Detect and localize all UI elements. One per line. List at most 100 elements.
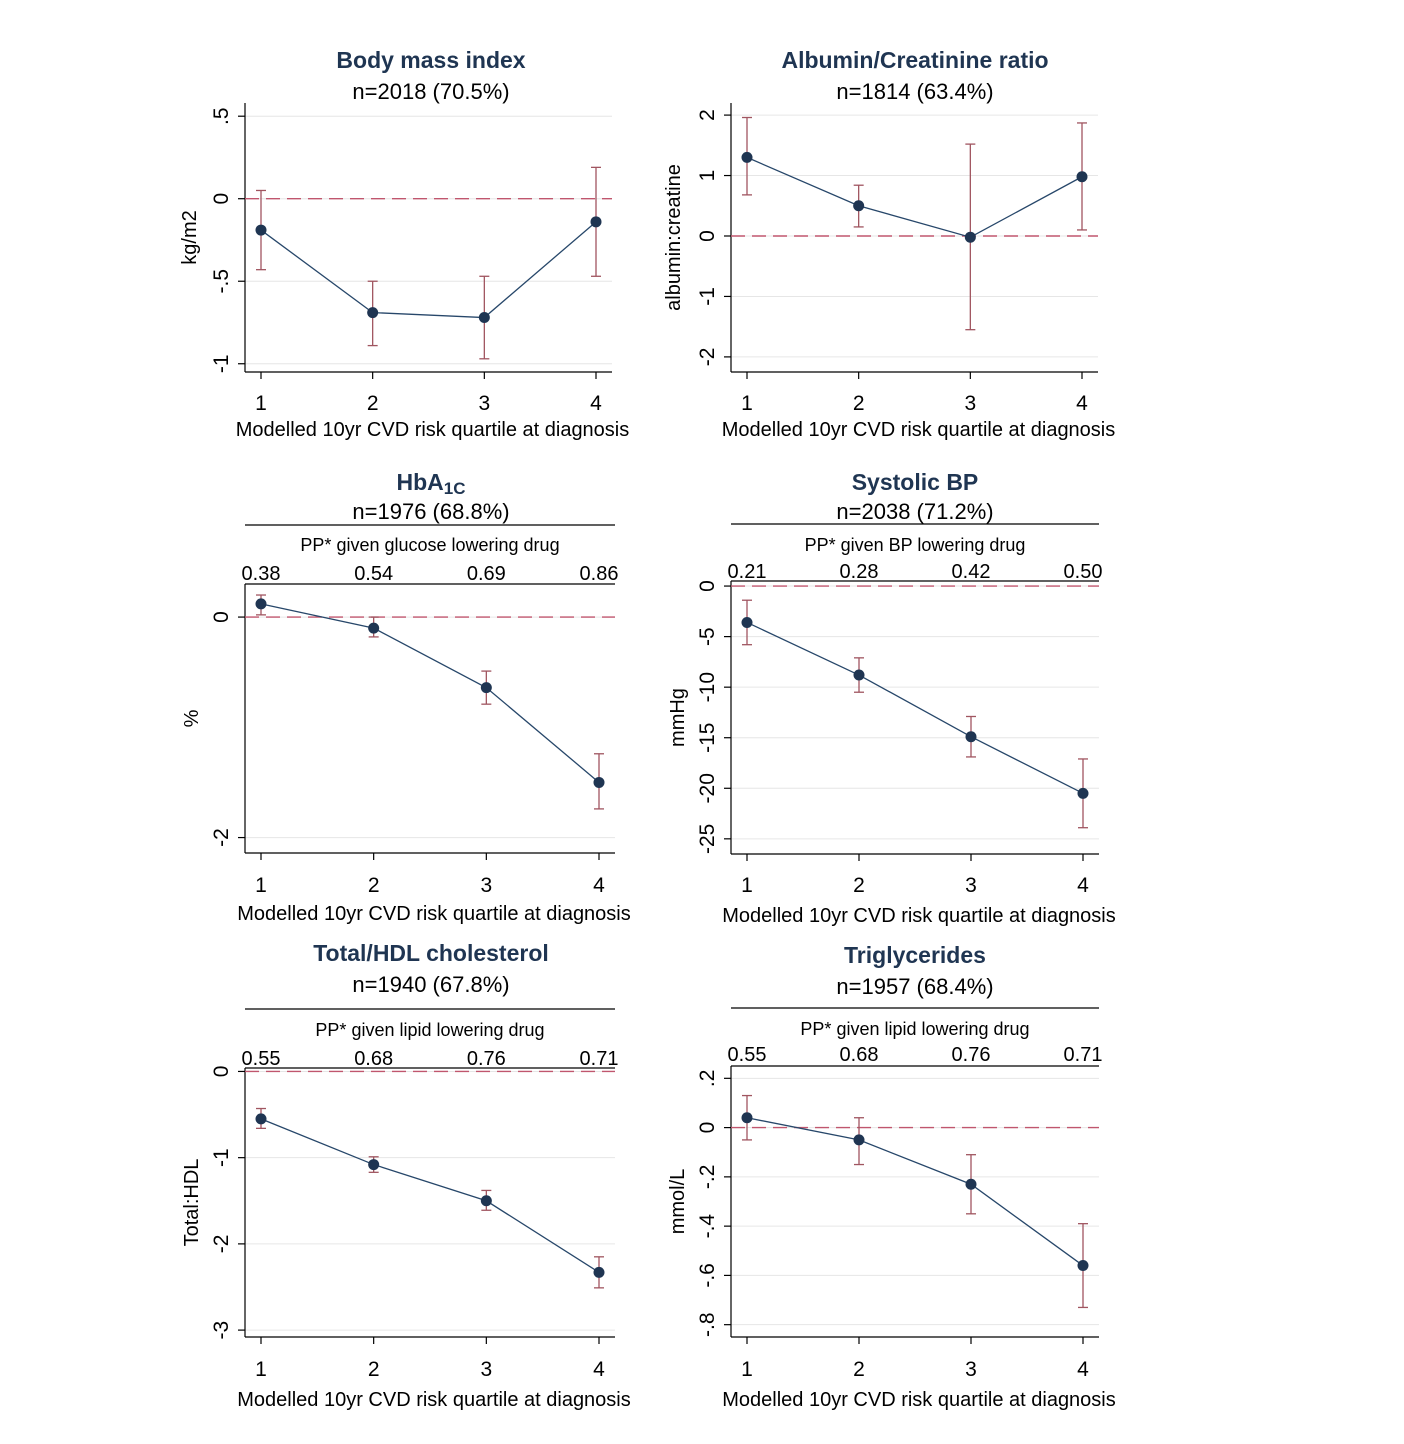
- x-tick-label: 4: [1077, 1358, 1089, 1381]
- y-tick-label: -.5: [210, 269, 233, 294]
- panel-4: Systolic BP n=2038 (71.2%) PP* given BP lo…: [667, 469, 1116, 927]
- panel-5: Total/HDL cholesterol n=1940 (67.8%) PP* g…: [181, 940, 631, 1411]
- panel-title: Albumin/Creatinine ratio: [781, 47, 1048, 73]
- pp-value: 0.69: [467, 563, 506, 585]
- y-tick-label: -3: [210, 1321, 233, 1340]
- panel-title: Triglycerides: [844, 942, 986, 968]
- series-line: [260, 1118, 600, 1273]
- data-point: [368, 622, 380, 634]
- y-tick-label: -25: [696, 824, 719, 854]
- series-line: [260, 221, 597, 319]
- pp-value: 0.28: [840, 561, 879, 583]
- panel-1: Body mass index n=2018 (70.5%) -1 -.5 0 .5 1 2 3…: [179, 47, 629, 441]
- y-tick-label: 0: [210, 193, 233, 205]
- x-tick-label: 3: [480, 1358, 492, 1381]
- panel-subtitle: n=2018 (70.5%): [352, 79, 509, 104]
- y-axis-label: mmol/L: [667, 1169, 689, 1235]
- x-tick-label: 2: [367, 392, 379, 415]
- x-tick-label: 4: [593, 874, 605, 897]
- data-point: [1076, 171, 1088, 183]
- pp-label: PP* given lipid lowering drug: [800, 1019, 1029, 1039]
- pp-value: 0.54: [354, 563, 393, 585]
- pp-value: 0.76: [467, 1048, 506, 1070]
- pp-value: 0.86: [580, 563, 619, 585]
- x-tick-label: 3: [965, 874, 977, 897]
- y-tick-label: -1: [696, 287, 719, 306]
- data-point: [741, 151, 753, 163]
- pp-value: 0.21: [728, 561, 767, 583]
- y-tick-label: -10: [696, 672, 719, 702]
- data-point: [853, 200, 865, 212]
- x-tick-label: 4: [593, 1358, 605, 1381]
- x-tick-label: 1: [255, 1358, 267, 1381]
- y-tick-label: -1: [210, 1148, 233, 1167]
- y-tick-label: -.2: [696, 1165, 719, 1190]
- data-point: [480, 1195, 492, 1207]
- data-point: [965, 1178, 977, 1190]
- pp-value: 0.50: [1064, 561, 1103, 583]
- series-line: [260, 603, 600, 783]
- x-tick-label: 4: [1076, 392, 1088, 415]
- y-tick-label: -.4: [696, 1214, 719, 1239]
- data-point: [1077, 787, 1089, 799]
- x-tick-label: 3: [478, 392, 490, 415]
- data-point: [964, 231, 976, 243]
- x-tick-label: 1: [255, 392, 267, 415]
- y-tick-label: -20: [696, 773, 719, 803]
- panel-title: Total/HDL cholesterol: [313, 940, 549, 966]
- x-tick-label: 4: [1077, 874, 1089, 897]
- series-line: [746, 156, 1083, 238]
- y-tick-label: -2: [210, 1235, 233, 1254]
- x-axis-label: Modelled 10yr CVD risk quartile at diagn…: [237, 903, 631, 925]
- panel-2: Albumin/Creatinine ratio n=1814 (63.4%) -2…: [663, 47, 1115, 441]
- x-tick-label: 2: [368, 1358, 380, 1381]
- x-tick-label: 1: [255, 874, 267, 897]
- series-line: [746, 621, 1084, 794]
- pp-value: 0.71: [1064, 1044, 1103, 1066]
- pp-value: 0.55: [728, 1044, 767, 1066]
- data-point: [367, 307, 379, 319]
- data-point: [853, 1134, 865, 1146]
- series-line: [746, 1117, 1084, 1267]
- pp-value: 0.38: [242, 563, 281, 585]
- panel-title: Systolic BP: [852, 469, 979, 495]
- data-point: [480, 682, 492, 694]
- pp-value: 0.42: [952, 561, 991, 583]
- x-tick-label: 2: [368, 874, 380, 897]
- y-tick-label: -2: [696, 348, 719, 367]
- x-tick-label: 3: [964, 392, 976, 415]
- y-tick-label: -1: [210, 354, 233, 373]
- y-tick-label: 0: [696, 230, 719, 242]
- data-point: [478, 312, 490, 324]
- x-tick-label: 1: [741, 1358, 753, 1381]
- data-point: [965, 731, 977, 743]
- pp-value: 0.71: [580, 1048, 619, 1070]
- panel-subtitle: n=1940 (67.8%): [352, 972, 509, 997]
- y-tick-label: 0: [696, 1122, 719, 1134]
- panel-subtitle: n=1957 (68.4%): [836, 974, 993, 999]
- panel-title: HbA1C: [396, 469, 465, 498]
- y-tick-label: -2: [210, 828, 233, 847]
- x-axis-label: Modelled 10yr CVD risk quartile at diagn…: [237, 1389, 631, 1411]
- pp-label: PP* given glucose lowering drug: [300, 535, 559, 555]
- data-point: [741, 616, 753, 628]
- y-axis-label: %: [181, 709, 203, 727]
- pp-label: PP* given BP lowering drug: [805, 535, 1026, 555]
- panel-title-main: HbA: [396, 469, 443, 495]
- panel-subtitle: n=1976 (68.8%): [352, 499, 509, 524]
- x-axis-label: Modelled 10yr CVD risk quartile at diagn…: [236, 419, 630, 441]
- x-tick-label: 1: [741, 874, 753, 897]
- pp-value: 0.68: [840, 1044, 879, 1066]
- y-tick-label: 2: [696, 109, 719, 121]
- data-point: [255, 1113, 267, 1125]
- pp-value: 0.55: [242, 1048, 281, 1070]
- y-tick-label: .2: [696, 1070, 719, 1088]
- y-tick-label: 0: [210, 1066, 233, 1078]
- x-tick-label: 2: [853, 392, 865, 415]
- data-point: [590, 216, 602, 228]
- y-tick-label: 1: [696, 170, 719, 182]
- x-tick-label: 3: [965, 1358, 977, 1381]
- panel-title: Body mass index: [336, 47, 525, 73]
